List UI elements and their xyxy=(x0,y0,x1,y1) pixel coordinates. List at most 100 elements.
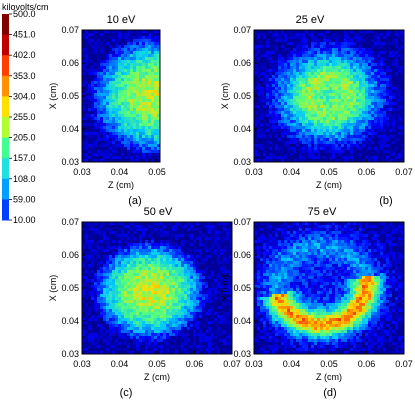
heatmap-cell xyxy=(359,57,362,60)
heatmap-cell xyxy=(142,105,145,108)
heatmap-cell xyxy=(85,120,88,123)
heatmap-cell xyxy=(124,291,127,294)
heatmap-cell xyxy=(85,273,88,276)
heatmap-cell xyxy=(260,150,263,153)
heatmap-cell xyxy=(395,93,398,96)
heatmap-cell xyxy=(124,255,127,258)
heatmap-cell xyxy=(383,135,386,138)
heatmap-cell xyxy=(124,261,127,264)
heatmap-cell xyxy=(211,228,214,231)
heatmap-cell xyxy=(293,141,296,144)
heatmap-cell xyxy=(94,129,97,132)
heatmap-cell xyxy=(335,81,338,84)
heatmap-cell xyxy=(311,156,314,159)
heatmap-cell xyxy=(172,282,175,285)
heatmap-cell xyxy=(175,240,178,243)
heatmap-cell xyxy=(317,153,320,156)
heatmap-cell xyxy=(100,222,103,225)
heatmap-cell xyxy=(100,249,103,252)
heatmap-cell xyxy=(190,300,193,303)
heatmap-cell xyxy=(314,138,317,141)
heatmap-cell xyxy=(365,78,368,81)
heatmap-cell xyxy=(148,312,151,315)
heatmap-cell xyxy=(154,36,157,39)
heatmap-cell xyxy=(362,78,365,81)
heatmap-cell xyxy=(142,78,145,81)
heatmap-cell xyxy=(145,66,148,69)
heatmap-cell xyxy=(383,150,386,153)
heatmap-cell xyxy=(389,138,392,141)
heatmap-cell xyxy=(130,291,133,294)
heatmap-cell xyxy=(97,120,100,123)
heatmap-cell xyxy=(193,225,196,228)
heatmap-cell xyxy=(371,81,374,84)
heatmap-cell xyxy=(88,135,91,138)
heatmap-cell xyxy=(112,246,115,249)
heatmap-cell xyxy=(332,36,335,39)
heatmap-cell xyxy=(121,135,124,138)
heatmap-cell xyxy=(308,159,311,162)
heatmap-cell xyxy=(314,126,317,129)
heatmap-cell xyxy=(91,237,94,240)
heatmap-cell xyxy=(184,249,187,252)
heatmap-cell xyxy=(202,234,205,237)
heatmap-cell xyxy=(145,282,148,285)
heatmap-cell xyxy=(392,114,395,117)
heatmap-cell xyxy=(151,144,154,147)
heatmap-cell xyxy=(398,144,401,147)
heatmap-cell xyxy=(374,78,377,81)
heatmap-cell xyxy=(133,246,136,249)
heatmap-cell xyxy=(193,264,196,267)
heatmap-cell xyxy=(308,33,311,36)
heatmap-cell xyxy=(115,51,118,54)
heatmap-cell xyxy=(211,303,214,306)
heatmap-cell xyxy=(220,237,223,240)
heatmap-cell xyxy=(377,66,380,69)
heatmap-cell xyxy=(257,75,260,78)
heatmap-cell xyxy=(142,36,145,39)
heatmap-cell xyxy=(335,60,338,63)
heatmap-cell xyxy=(332,84,335,87)
heatmap-cell xyxy=(187,297,190,300)
heatmap-cell xyxy=(356,57,359,60)
heatmap-cell xyxy=(151,126,154,129)
heatmap-cell xyxy=(163,243,166,246)
heatmap-cell xyxy=(380,57,383,60)
heatmap-cell xyxy=(133,90,136,93)
heatmap-cell xyxy=(211,240,214,243)
heatmap-cell xyxy=(326,138,329,141)
heatmap-cell xyxy=(109,255,112,258)
heatmap-cell xyxy=(100,48,103,51)
heatmap-cell xyxy=(272,114,275,117)
heatmap-cell xyxy=(190,231,193,234)
heatmap-cell xyxy=(389,72,392,75)
heatmap-cell xyxy=(82,237,85,240)
heatmap-cell xyxy=(317,96,320,99)
heatmap-cell xyxy=(208,294,211,297)
heatmap-cell xyxy=(377,96,380,99)
heatmap-cell xyxy=(205,282,208,285)
heatmap-cell xyxy=(115,240,118,243)
heatmap-cell xyxy=(136,303,139,306)
heatmap-cell xyxy=(136,309,139,312)
heatmap-cell xyxy=(347,108,350,111)
heatmap-cell xyxy=(124,312,127,315)
heatmap-cell xyxy=(130,144,133,147)
heatmap-cell xyxy=(356,111,359,114)
heatmap-cell xyxy=(121,144,124,147)
heatmap-cell xyxy=(112,99,115,102)
heatmap-cell xyxy=(121,33,124,36)
heatmap-cell xyxy=(106,282,109,285)
heatmap-cell xyxy=(395,30,398,33)
heatmap-cell xyxy=(130,300,133,303)
heatmap-cell xyxy=(302,120,305,123)
heatmap-cell xyxy=(166,234,169,237)
heatmap-cell xyxy=(320,108,323,111)
heatmap-cell xyxy=(272,147,275,150)
heatmap-cell xyxy=(106,60,109,63)
heatmap-cell xyxy=(154,42,157,45)
heatmap-cell xyxy=(335,90,338,93)
heatmap-cell xyxy=(272,60,275,63)
heatmap-cell xyxy=(133,108,136,111)
heatmap-cell xyxy=(272,81,275,84)
